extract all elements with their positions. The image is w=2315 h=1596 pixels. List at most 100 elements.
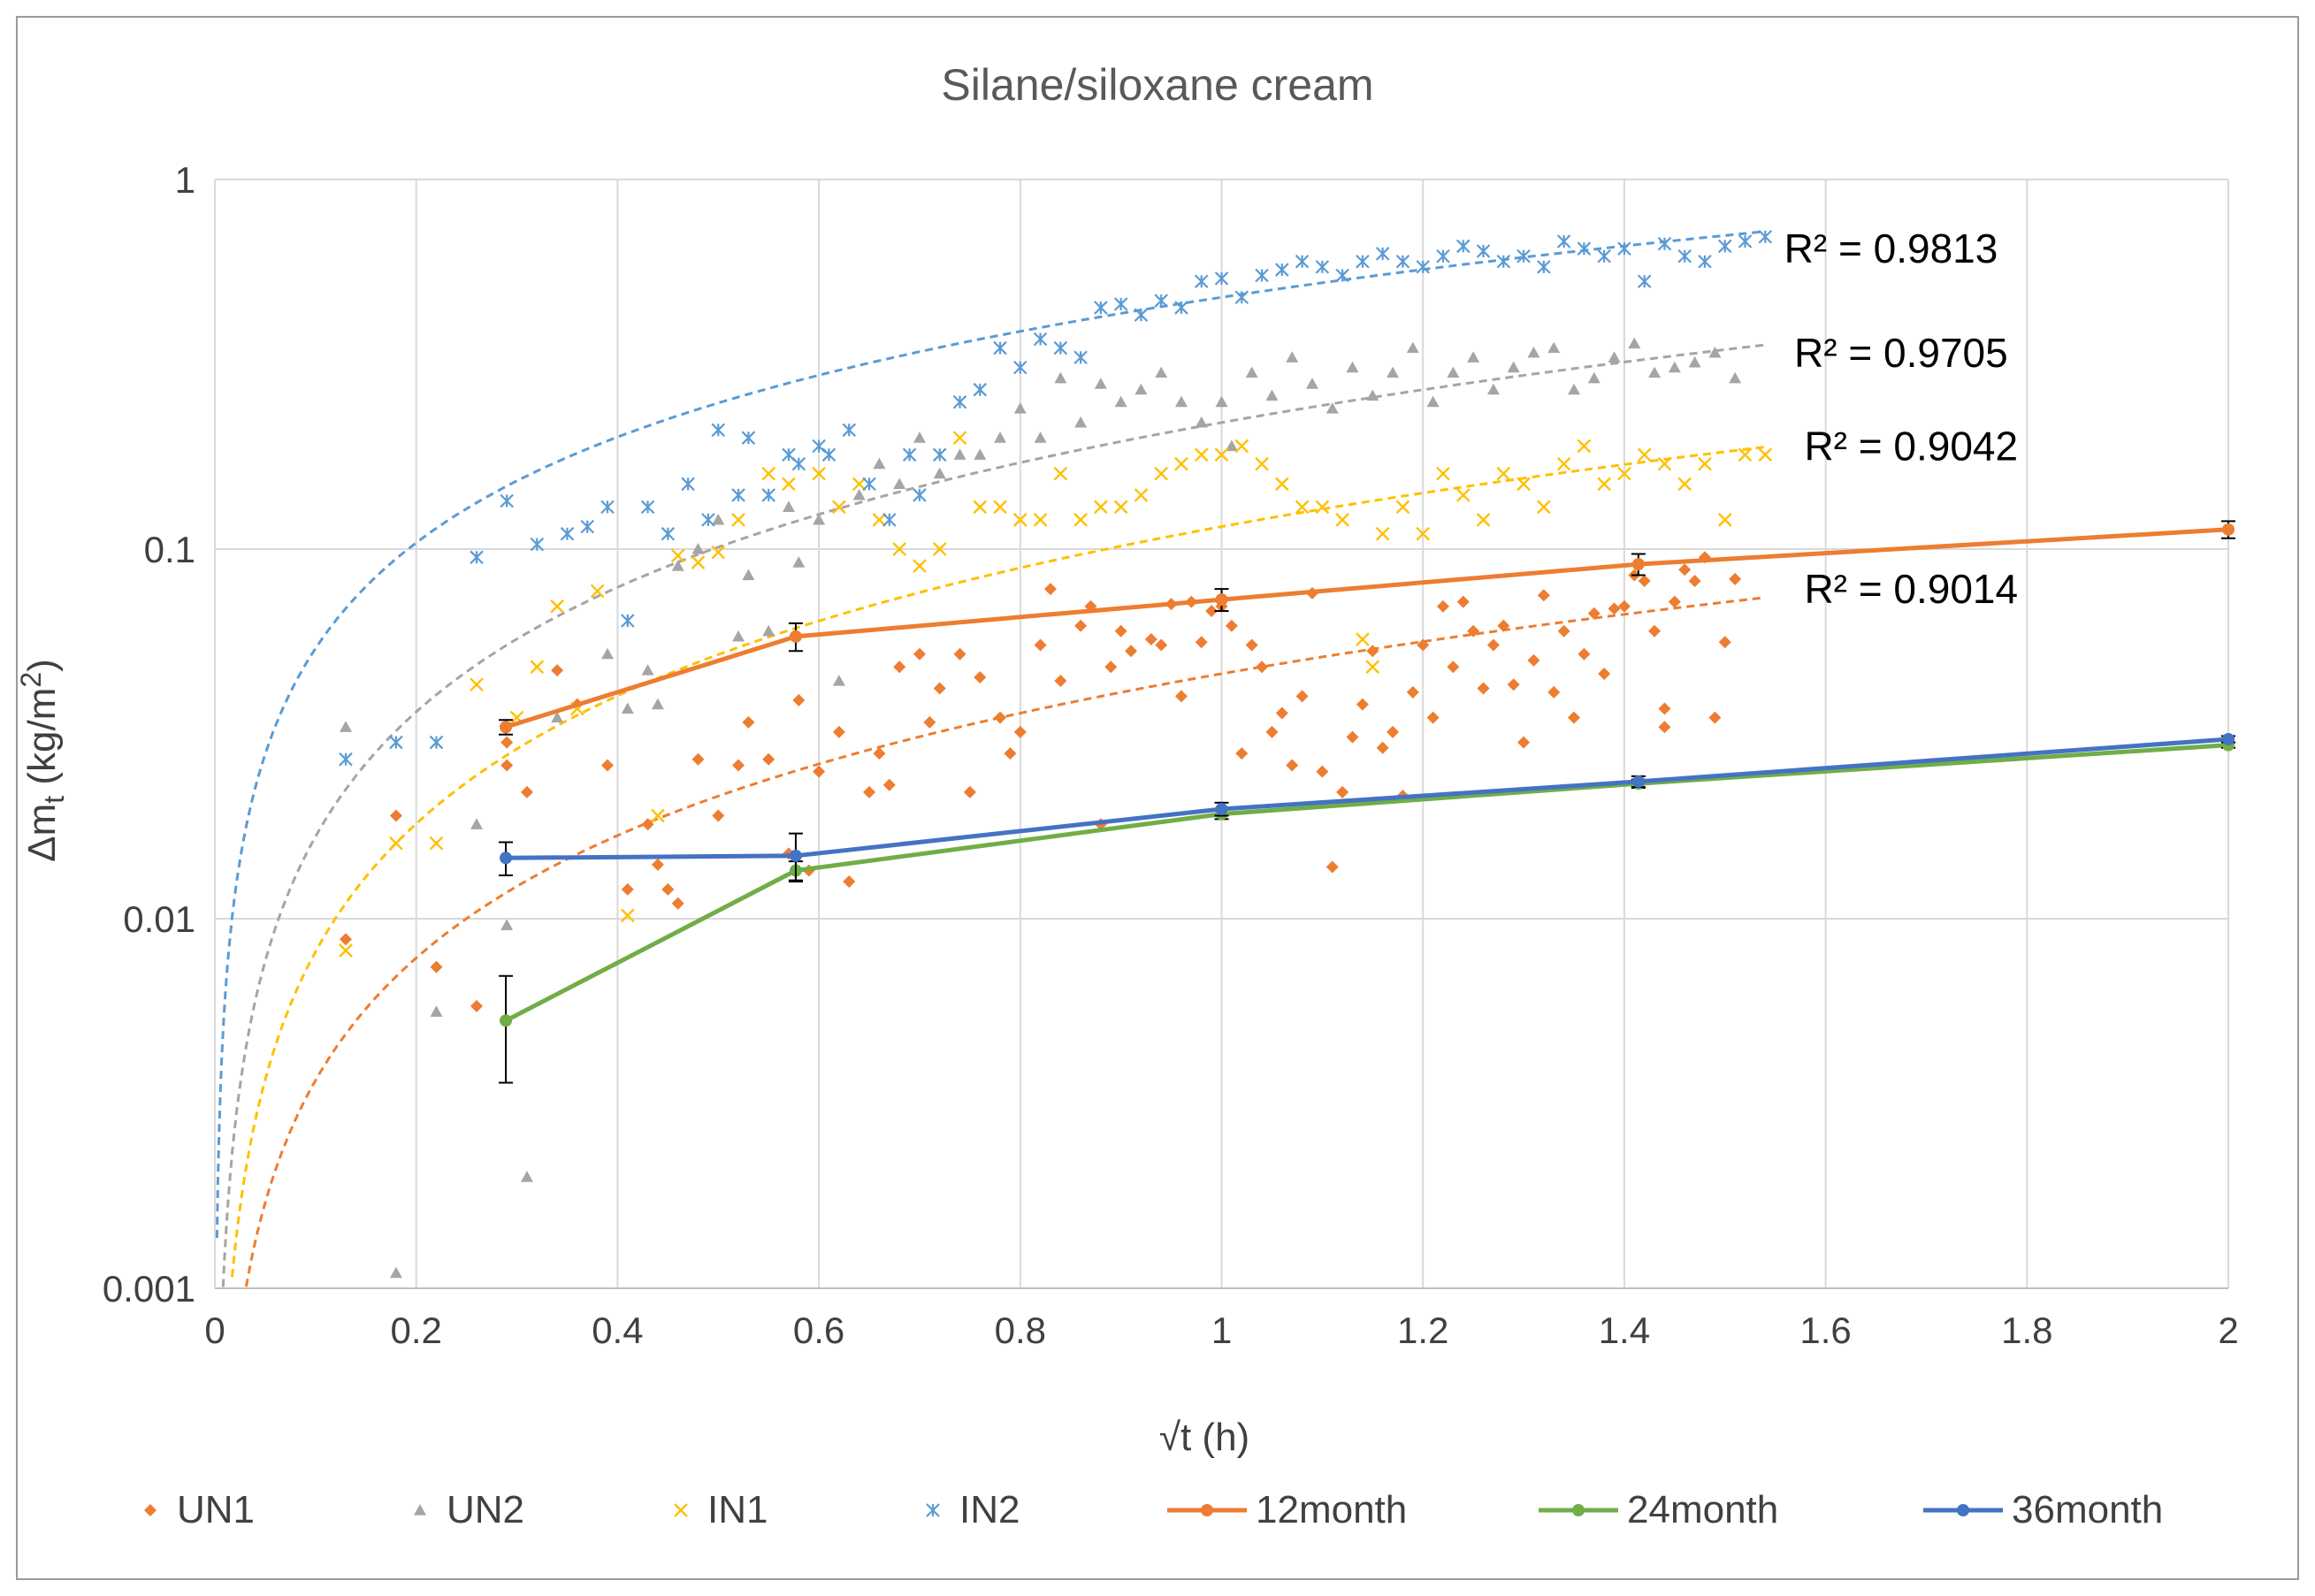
point-UN1-48 bbox=[1144, 633, 1158, 646]
point-IN1-58 bbox=[1617, 466, 1631, 481]
point-UN1-3 bbox=[470, 999, 484, 1012]
point-IN2-52 bbox=[1436, 249, 1450, 263]
point-IN2-36 bbox=[1113, 297, 1128, 311]
point-UN2-50 bbox=[1426, 395, 1440, 408]
point-IN2-29 bbox=[973, 382, 988, 397]
point-UN1-2 bbox=[430, 960, 443, 974]
series-point-36month-4 bbox=[2222, 732, 2235, 745]
point-UN1-41 bbox=[1054, 675, 1067, 688]
point-IN1-18 bbox=[832, 500, 846, 515]
point-UN1-29 bbox=[893, 661, 906, 674]
point-IN1-8 bbox=[590, 584, 605, 599]
series-point-12month-2 bbox=[1215, 593, 1228, 607]
point-UN2-29 bbox=[1013, 402, 1027, 414]
point-UN1-85 bbox=[1517, 736, 1531, 749]
point-UN2-58 bbox=[1587, 371, 1601, 384]
r2-label-UN1: R² = 0.9014 bbox=[1804, 566, 2018, 612]
point-IN1-25 bbox=[973, 500, 988, 515]
point-UN1-86 bbox=[1527, 653, 1540, 667]
point-IN1-40 bbox=[1274, 477, 1289, 492]
point-IN1-29 bbox=[1053, 466, 1068, 481]
trendlines bbox=[215, 230, 1766, 1287]
point-UN1-91 bbox=[1578, 647, 1591, 661]
point-UN1-70 bbox=[1366, 645, 1379, 658]
point-UN1-81 bbox=[1477, 682, 1490, 695]
point-UN1-12 bbox=[651, 858, 664, 871]
scatter-points bbox=[339, 229, 1773, 1279]
point-UN1-34 bbox=[963, 785, 976, 798]
y-axis-label: Δmt (kg/m2) bbox=[15, 659, 70, 862]
point-UN1-1 bbox=[389, 809, 402, 822]
point-UN1-98 bbox=[1648, 624, 1662, 638]
point-UN2-34 bbox=[1114, 395, 1127, 408]
point-UN2-25 bbox=[933, 467, 946, 479]
point-UN1-67 bbox=[1336, 785, 1349, 798]
legend-swatch-IN1 bbox=[674, 1503, 688, 1517]
point-UN1-11 bbox=[641, 818, 654, 831]
point-UN1-97 bbox=[1638, 575, 1651, 588]
y-axis-label-close: ) bbox=[20, 659, 64, 672]
x-tick-label-5: 1 bbox=[1211, 1310, 1232, 1351]
point-IN2-19 bbox=[791, 456, 806, 471]
point-UN1-62 bbox=[1286, 759, 1299, 772]
point-UN2-31 bbox=[1054, 371, 1067, 384]
point-UN2-41 bbox=[1245, 366, 1258, 378]
point-UN1-18 bbox=[742, 715, 755, 729]
point-IN1-39 bbox=[1255, 456, 1269, 471]
series-point-36month-3 bbox=[1631, 775, 1645, 788]
line-series bbox=[499, 520, 2235, 1084]
point-UN2-64 bbox=[1708, 346, 1722, 358]
point-IN1-62 bbox=[1698, 456, 1712, 471]
y-tick-label-2: 0.1 bbox=[144, 529, 195, 570]
point-IN2-40 bbox=[1194, 274, 1209, 289]
series-point-12month-3 bbox=[1631, 558, 1645, 571]
point-IN1-33 bbox=[1134, 488, 1149, 502]
point-IN1-50 bbox=[1455, 488, 1471, 502]
point-UN1-61 bbox=[1275, 706, 1288, 720]
point-UN1-13 bbox=[661, 882, 675, 896]
x-tick-label-4: 0.8 bbox=[995, 1310, 1046, 1351]
point-UN2-53 bbox=[1486, 383, 1500, 395]
point-IN2-27 bbox=[932, 447, 947, 462]
point-UN2-11 bbox=[671, 560, 684, 571]
point-IN1-49 bbox=[1436, 466, 1450, 481]
series-line-36month bbox=[505, 737, 2229, 860]
point-IN1-20 bbox=[872, 513, 887, 527]
point-UN2-40 bbox=[1225, 439, 1238, 452]
point-UN1-63 bbox=[1295, 690, 1309, 703]
point-IN1-9 bbox=[620, 908, 635, 923]
point-UN1-56 bbox=[1225, 619, 1238, 632]
point-IN1-3 bbox=[470, 677, 484, 692]
point-IN1-38 bbox=[1234, 439, 1249, 454]
point-UN1-23 bbox=[813, 765, 826, 778]
y-axis-label-main: Δm bbox=[20, 804, 64, 862]
point-UN1-35 bbox=[974, 670, 987, 683]
point-UN2-35 bbox=[1135, 383, 1148, 395]
point-UN1-53 bbox=[1195, 636, 1208, 649]
point-UN2-39 bbox=[1215, 395, 1228, 408]
point-UN1-68 bbox=[1346, 730, 1359, 744]
point-UN1-9 bbox=[601, 759, 615, 772]
point-IN2-28 bbox=[952, 394, 967, 409]
point-IN2-43 bbox=[1255, 268, 1269, 283]
point-UN1-80 bbox=[1467, 624, 1480, 638]
point-UN1-66 bbox=[1326, 860, 1339, 874]
point-UN1-107 bbox=[1729, 572, 1742, 585]
x-tick-label-9: 1.8 bbox=[2001, 1310, 2052, 1351]
point-IN1-51 bbox=[1476, 513, 1491, 527]
point-UN2-36 bbox=[1155, 366, 1168, 378]
point-UN2-30 bbox=[1034, 431, 1047, 443]
point-UN1-28 bbox=[882, 778, 896, 791]
y-axis-label-sub: t bbox=[38, 796, 70, 804]
point-IN1-47 bbox=[1395, 500, 1410, 515]
point-UN2-54 bbox=[1507, 361, 1520, 373]
point-UN1-90 bbox=[1567, 711, 1580, 724]
point-IN2-65 bbox=[1698, 254, 1712, 269]
point-UN2-2 bbox=[430, 1005, 443, 1017]
point-IN1-35 bbox=[1174, 456, 1188, 471]
trendline-IN2 bbox=[215, 230, 1766, 1239]
point-IN2-41 bbox=[1214, 271, 1229, 286]
point-UN2-51 bbox=[1447, 366, 1460, 378]
point-UN2-37 bbox=[1174, 395, 1188, 408]
x-axis-label: √t (h) bbox=[1159, 1416, 1249, 1459]
